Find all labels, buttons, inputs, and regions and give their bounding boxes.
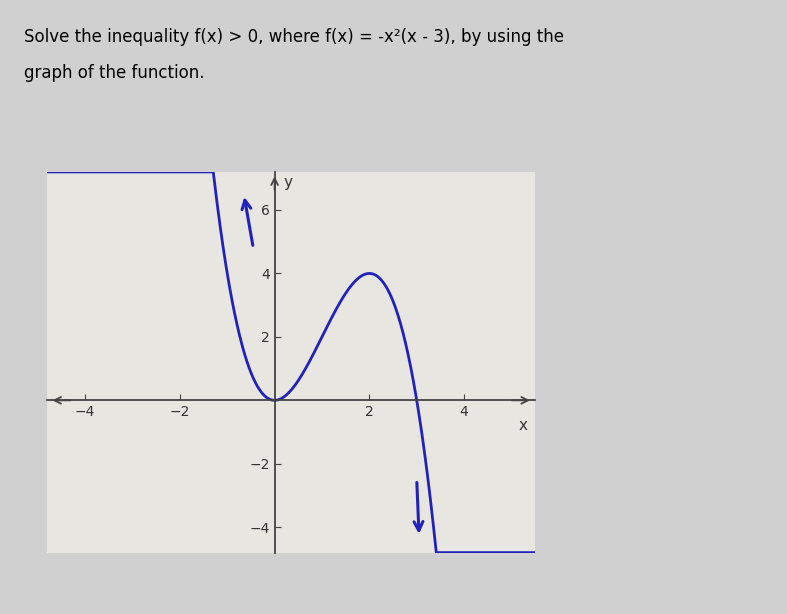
Text: Solve the inequality f(x) > 0, where f(x) = -x²(x - 3), by using the: Solve the inequality f(x) > 0, where f(x… bbox=[24, 28, 563, 45]
Text: y: y bbox=[283, 175, 292, 190]
Text: graph of the function.: graph of the function. bbox=[24, 64, 204, 82]
Text: x: x bbox=[519, 418, 528, 433]
